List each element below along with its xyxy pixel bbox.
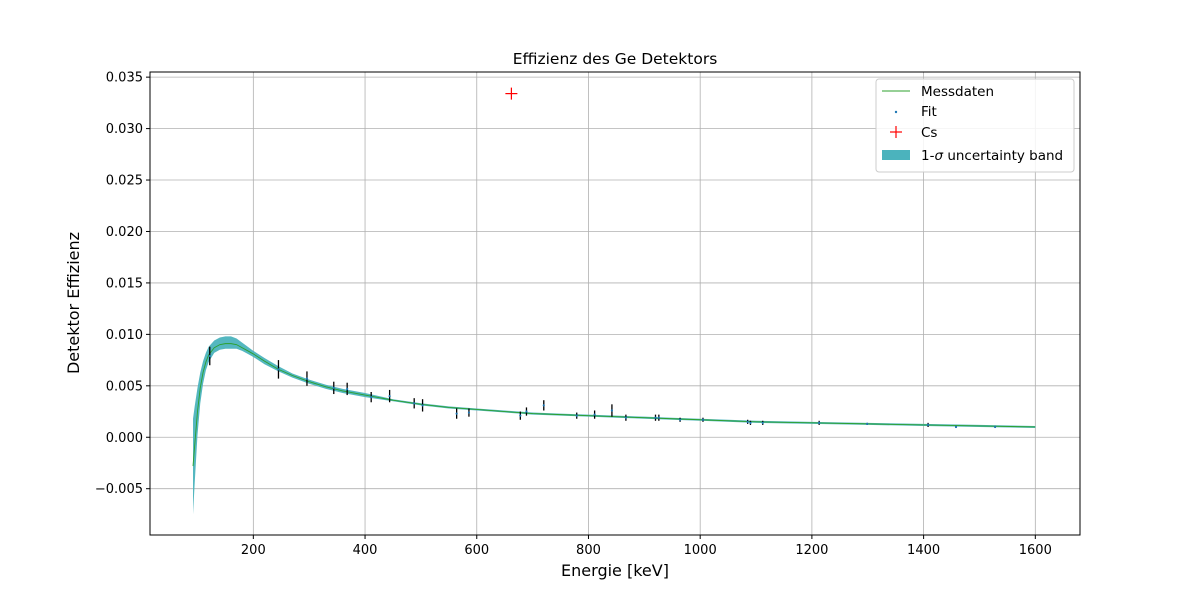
fit-data-point	[305, 371, 309, 386]
fit-point-marker	[954, 425, 958, 429]
fit-data-point	[610, 404, 614, 417]
x-tick-label: 400	[353, 543, 378, 558]
legend-label-uncertainty-band: 1-σ uncertainty band	[921, 148, 1063, 164]
fit-point-marker	[654, 416, 657, 419]
fit-point-marker	[593, 413, 596, 416]
fit-data-point	[332, 381, 335, 395]
legend-label-messdaten: Messdaten	[921, 84, 994, 100]
plot-frame	[149, 71, 1081, 536]
fit-point-marker	[332, 386, 335, 389]
fit-point-marker	[610, 409, 614, 412]
fit-data-point	[866, 422, 869, 425]
y-tick-label: 0.015	[106, 276, 143, 291]
x-tick-label: 1200	[795, 543, 828, 558]
fit-point-marker	[746, 420, 749, 423]
fit-data-point	[993, 425, 997, 429]
fit-point-marker	[749, 421, 752, 424]
fit-data-point	[575, 412, 578, 419]
y-axis-label: Detektor Effizienz	[64, 232, 83, 374]
fit-data-point	[455, 408, 458, 419]
fit-point-marker	[519, 414, 522, 417]
fit-point-marker	[455, 412, 458, 415]
fit-data-point	[277, 360, 280, 379]
fit-point-marker	[388, 395, 391, 398]
fit-data-point	[926, 422, 930, 427]
fit-data-point	[542, 400, 545, 411]
fit-point-marker	[525, 410, 528, 413]
errorbar-layer	[208, 346, 997, 429]
fit-point-marker	[866, 422, 869, 425]
chart-title: Effizienz des Ge Detektors	[513, 50, 718, 68]
x-tick-label: 200	[241, 543, 266, 558]
fit-data-point	[208, 346, 211, 366]
fit-data-point	[701, 417, 705, 422]
fit-point-marker	[678, 418, 682, 421]
y-tick-label: 0.000	[106, 431, 143, 446]
fit-point-marker	[657, 416, 660, 419]
fit-data-point	[818, 420, 821, 425]
fit-point-marker	[346, 387, 349, 390]
y-tick-label: 0.020	[106, 225, 143, 240]
fit-data-point	[525, 407, 528, 416]
fit-point-marker	[993, 425, 997, 429]
y-tick-label: 0.005	[106, 379, 143, 394]
fit-point-marker	[761, 421, 764, 424]
fit-data-point	[593, 410, 596, 419]
fit-point-marker	[542, 404, 545, 407]
legend-swatch-fit	[894, 110, 898, 114]
fit-data-point	[413, 398, 416, 409]
x-tick-label: 1600	[1019, 543, 1052, 558]
fit-point-marker	[370, 396, 373, 399]
y-axis-ticks: −0.005 0.000 0.005 0.010 0.015 0.020 0.025 0.03…	[95, 71, 150, 497]
fit-data-point	[746, 419, 749, 424]
legend-swatch-uncertainty-band	[882, 150, 910, 160]
x-tick-label: 1000	[684, 543, 717, 558]
cs-marker	[505, 87, 518, 100]
legend: Messdaten Fit Cs 1-σ uncertainty band	[875, 78, 1075, 173]
fit-point-marker	[624, 416, 627, 419]
x-tick-label: 600	[464, 543, 489, 558]
fit-data-point	[657, 414, 660, 421]
fit-point-marker	[208, 354, 211, 358]
fit-data-point	[421, 399, 424, 412]
y-tick-label: 0.030	[106, 122, 143, 137]
fit-point-marker	[467, 411, 471, 414]
legend-label-cs: Cs	[921, 125, 937, 141]
legend-swatch-cs	[890, 126, 902, 138]
fit-data-point	[749, 420, 752, 425]
x-tick-label: 1400	[907, 543, 940, 558]
x-axis-label: Energie [keV]	[561, 561, 669, 580]
fit-point-marker	[277, 368, 280, 371]
fit-data-point	[761, 420, 764, 425]
fit-data-point	[654, 414, 657, 421]
y-tick-label: 0.010	[106, 328, 143, 343]
fit-data-point	[370, 391, 373, 403]
y-tick-label: −0.005	[95, 482, 143, 497]
fit-point-marker	[818, 421, 821, 424]
fit-data-point	[346, 382, 349, 396]
fit-point-marker	[305, 377, 309, 380]
fit-data-point	[678, 417, 682, 422]
fit-point-marker	[575, 414, 578, 417]
x-axis-ticks: 200 400 600 800 1000 1200 1400 1600	[241, 535, 1052, 558]
legend-box	[875, 78, 1075, 173]
fit-data-point	[467, 408, 471, 417]
y-tick-label: 0.025	[106, 174, 143, 189]
fit-data-point	[624, 414, 627, 421]
x-tick-label: 800	[576, 543, 601, 558]
y-tick-label: 0.035	[106, 71, 143, 86]
fit-point-marker	[413, 402, 416, 405]
fit-point-marker	[421, 404, 424, 407]
marker-layer	[505, 87, 518, 100]
fit-data-point	[954, 425, 958, 429]
fit-point-marker	[926, 423, 930, 427]
fit-point-marker	[701, 418, 705, 421]
fit-data-point	[519, 411, 522, 420]
fit-data-point	[388, 389, 391, 403]
legend-label-fit: Fit	[921, 104, 937, 120]
